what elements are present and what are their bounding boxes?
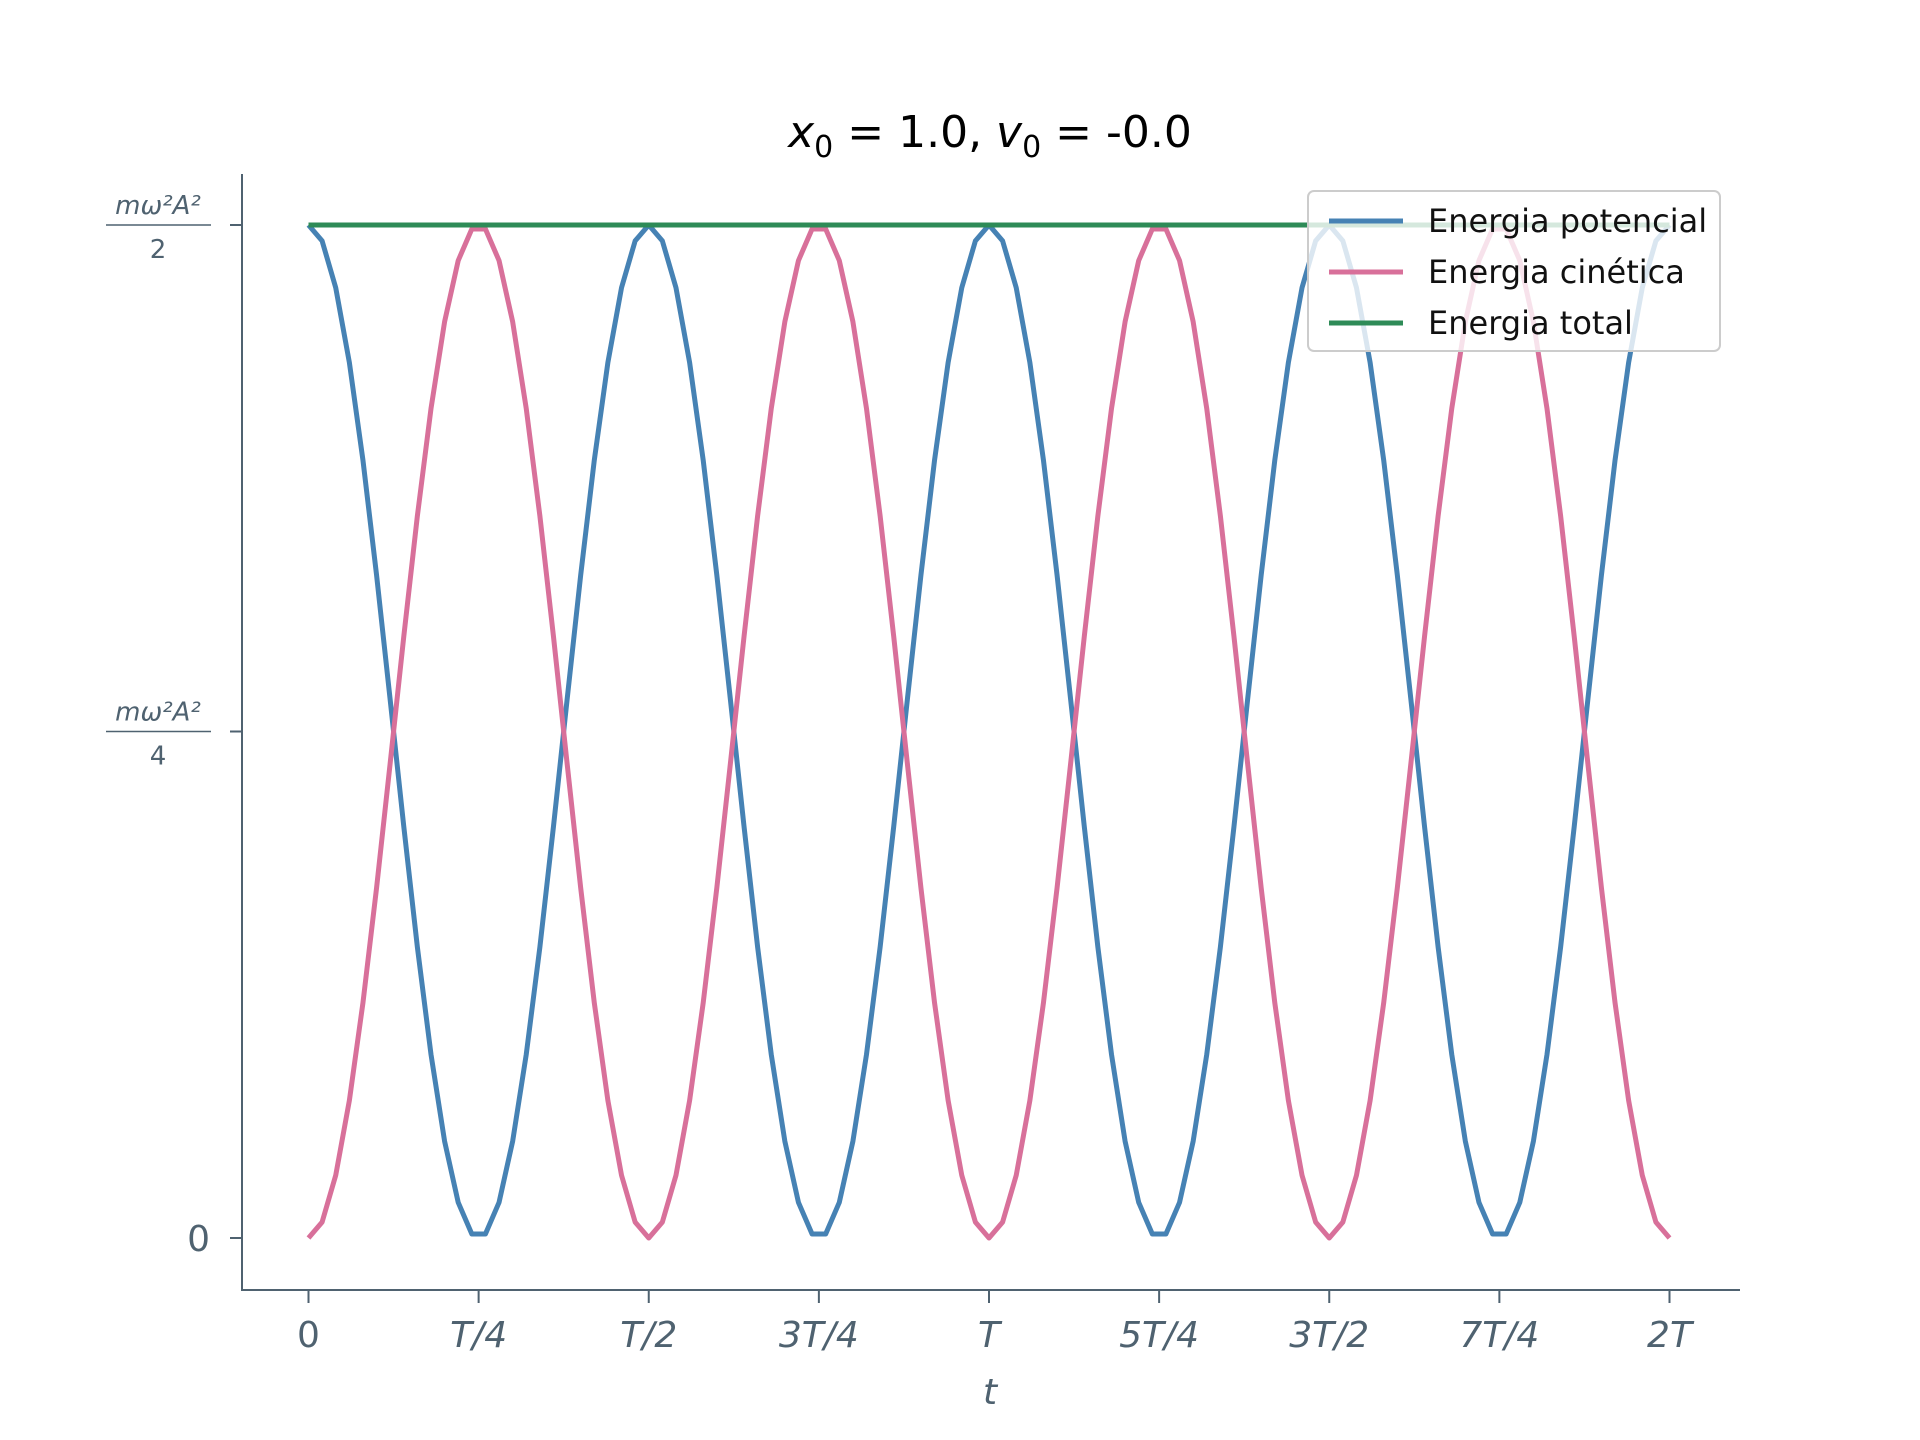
y-ticks: 0 mω²A² 4 mω²A² 2: [106, 191, 242, 1260]
legend-box: [1307, 190, 1721, 352]
x-axis-label: t: [983, 1372, 999, 1413]
title-x-subscript: 0: [814, 130, 833, 165]
legend: Energia potencial Energia cinética Energia…: [1307, 190, 1721, 352]
title-x-value: = 1.0,: [833, 107, 996, 158]
x-tick-label: 3T/2: [1289, 1315, 1369, 1356]
chart-title: x0 = 1.0, v0 = -0.0: [786, 107, 1192, 165]
x-ticks: 0 T/4 T/2 3T/4 T 5T/4 3T/2 7T/4 2T: [297, 1291, 1695, 1356]
y-tick-denominator: 2: [150, 235, 167, 265]
y-tick-label: 0: [187, 1219, 210, 1260]
title-v-symbol: v: [996, 107, 1023, 158]
series-line-energia-potencial: [306, 222, 1672, 1237]
series-lines: [306, 222, 1672, 1241]
title-v-value: = -0.0: [1041, 107, 1192, 158]
legend-label-energia-potencial: Energia potencial: [1428, 202, 1707, 240]
x-tick-label: 3T/4: [779, 1315, 859, 1356]
title-v-subscript: 0: [1022, 130, 1041, 165]
x-tick-label: 0: [297, 1315, 320, 1356]
x-tick-label: T: [978, 1315, 1003, 1356]
legend-label-energia-cinetica: Energia cinética: [1428, 253, 1685, 291]
title-x-symbol: x: [786, 107, 815, 158]
y-tick-denominator: 4: [150, 742, 167, 772]
legend-label-energia-total: Energia total: [1428, 304, 1633, 342]
x-tick-label: T/4: [450, 1315, 507, 1356]
x-tick-label: T/2: [620, 1315, 677, 1356]
x-tick-label: 5T/4: [1119, 1315, 1199, 1356]
series-line-energia-cinetica: [306, 226, 1672, 1241]
y-tick-numerator: mω²A²: [115, 698, 201, 728]
x-tick-label: 7T/4: [1459, 1315, 1539, 1356]
x-tick-label: 2T: [1647, 1315, 1695, 1356]
y-tick-numerator: mω²A²: [115, 191, 201, 221]
